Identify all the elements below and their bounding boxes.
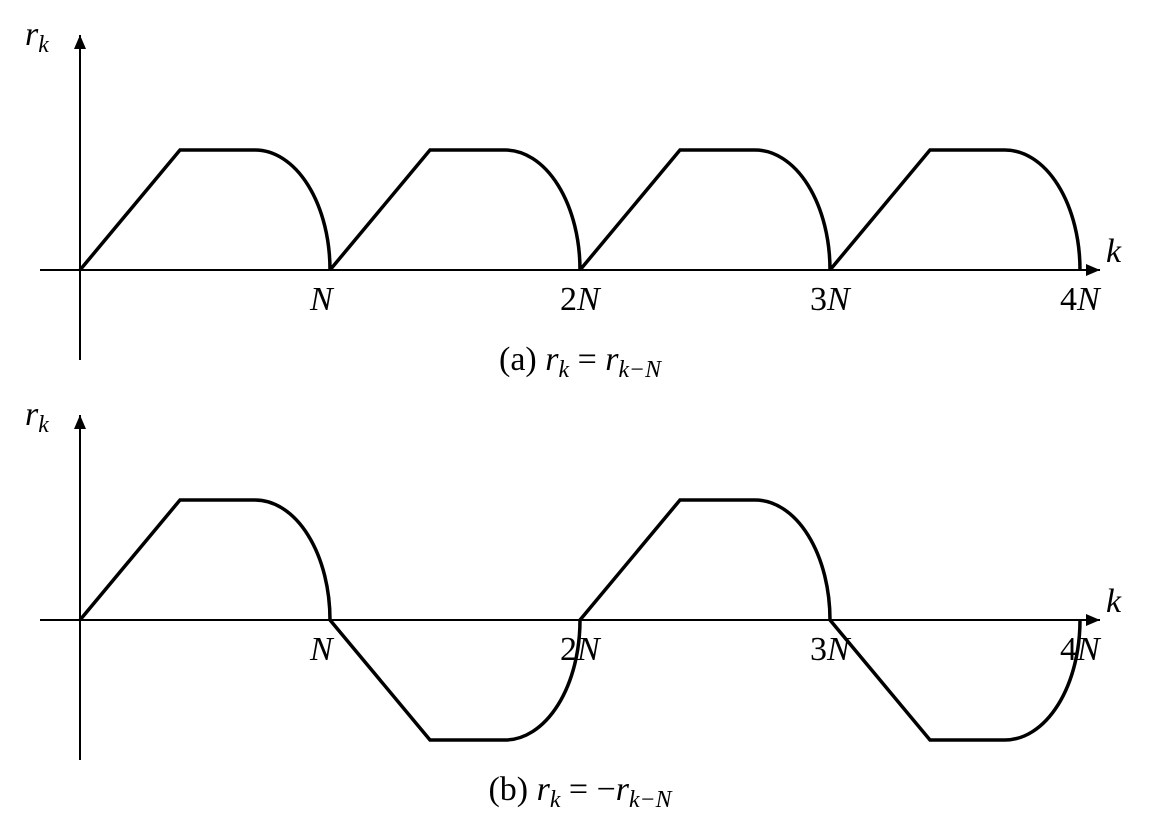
panel-a-tick-3N: 3N xyxy=(810,281,852,318)
panel-b-tick-4N: 4N xyxy=(1060,631,1102,668)
panel-b-caption: (b) rk = −rk−N xyxy=(488,771,672,813)
panel-b-y-label: rk xyxy=(25,396,49,438)
panel-b-x-axis-arrow xyxy=(1086,614,1100,626)
panel-a-tick-2N: 2N xyxy=(560,281,602,318)
panel-a-x-axis-arrow xyxy=(1086,264,1100,276)
panel-a-y-label: rk xyxy=(25,16,49,58)
panel-b-tick-2N: 2N xyxy=(560,631,602,668)
panel-a-x-label: k xyxy=(1106,233,1122,270)
panel-a-y-axis-arrow xyxy=(74,35,86,49)
panel-a-caption: (a) rk = rk−N xyxy=(499,341,662,383)
panel-b-tick-3N: 3N xyxy=(810,631,852,668)
panel-a-tick-4N: 4N xyxy=(1060,281,1102,318)
panel-b-y-axis-arrow xyxy=(74,415,86,429)
panel-a-tick-1N: N xyxy=(309,281,335,318)
panel-a-waveform xyxy=(80,150,1080,270)
panel-b-tick-1N: N xyxy=(309,631,335,668)
panel-b-x-label: k xyxy=(1106,583,1122,620)
